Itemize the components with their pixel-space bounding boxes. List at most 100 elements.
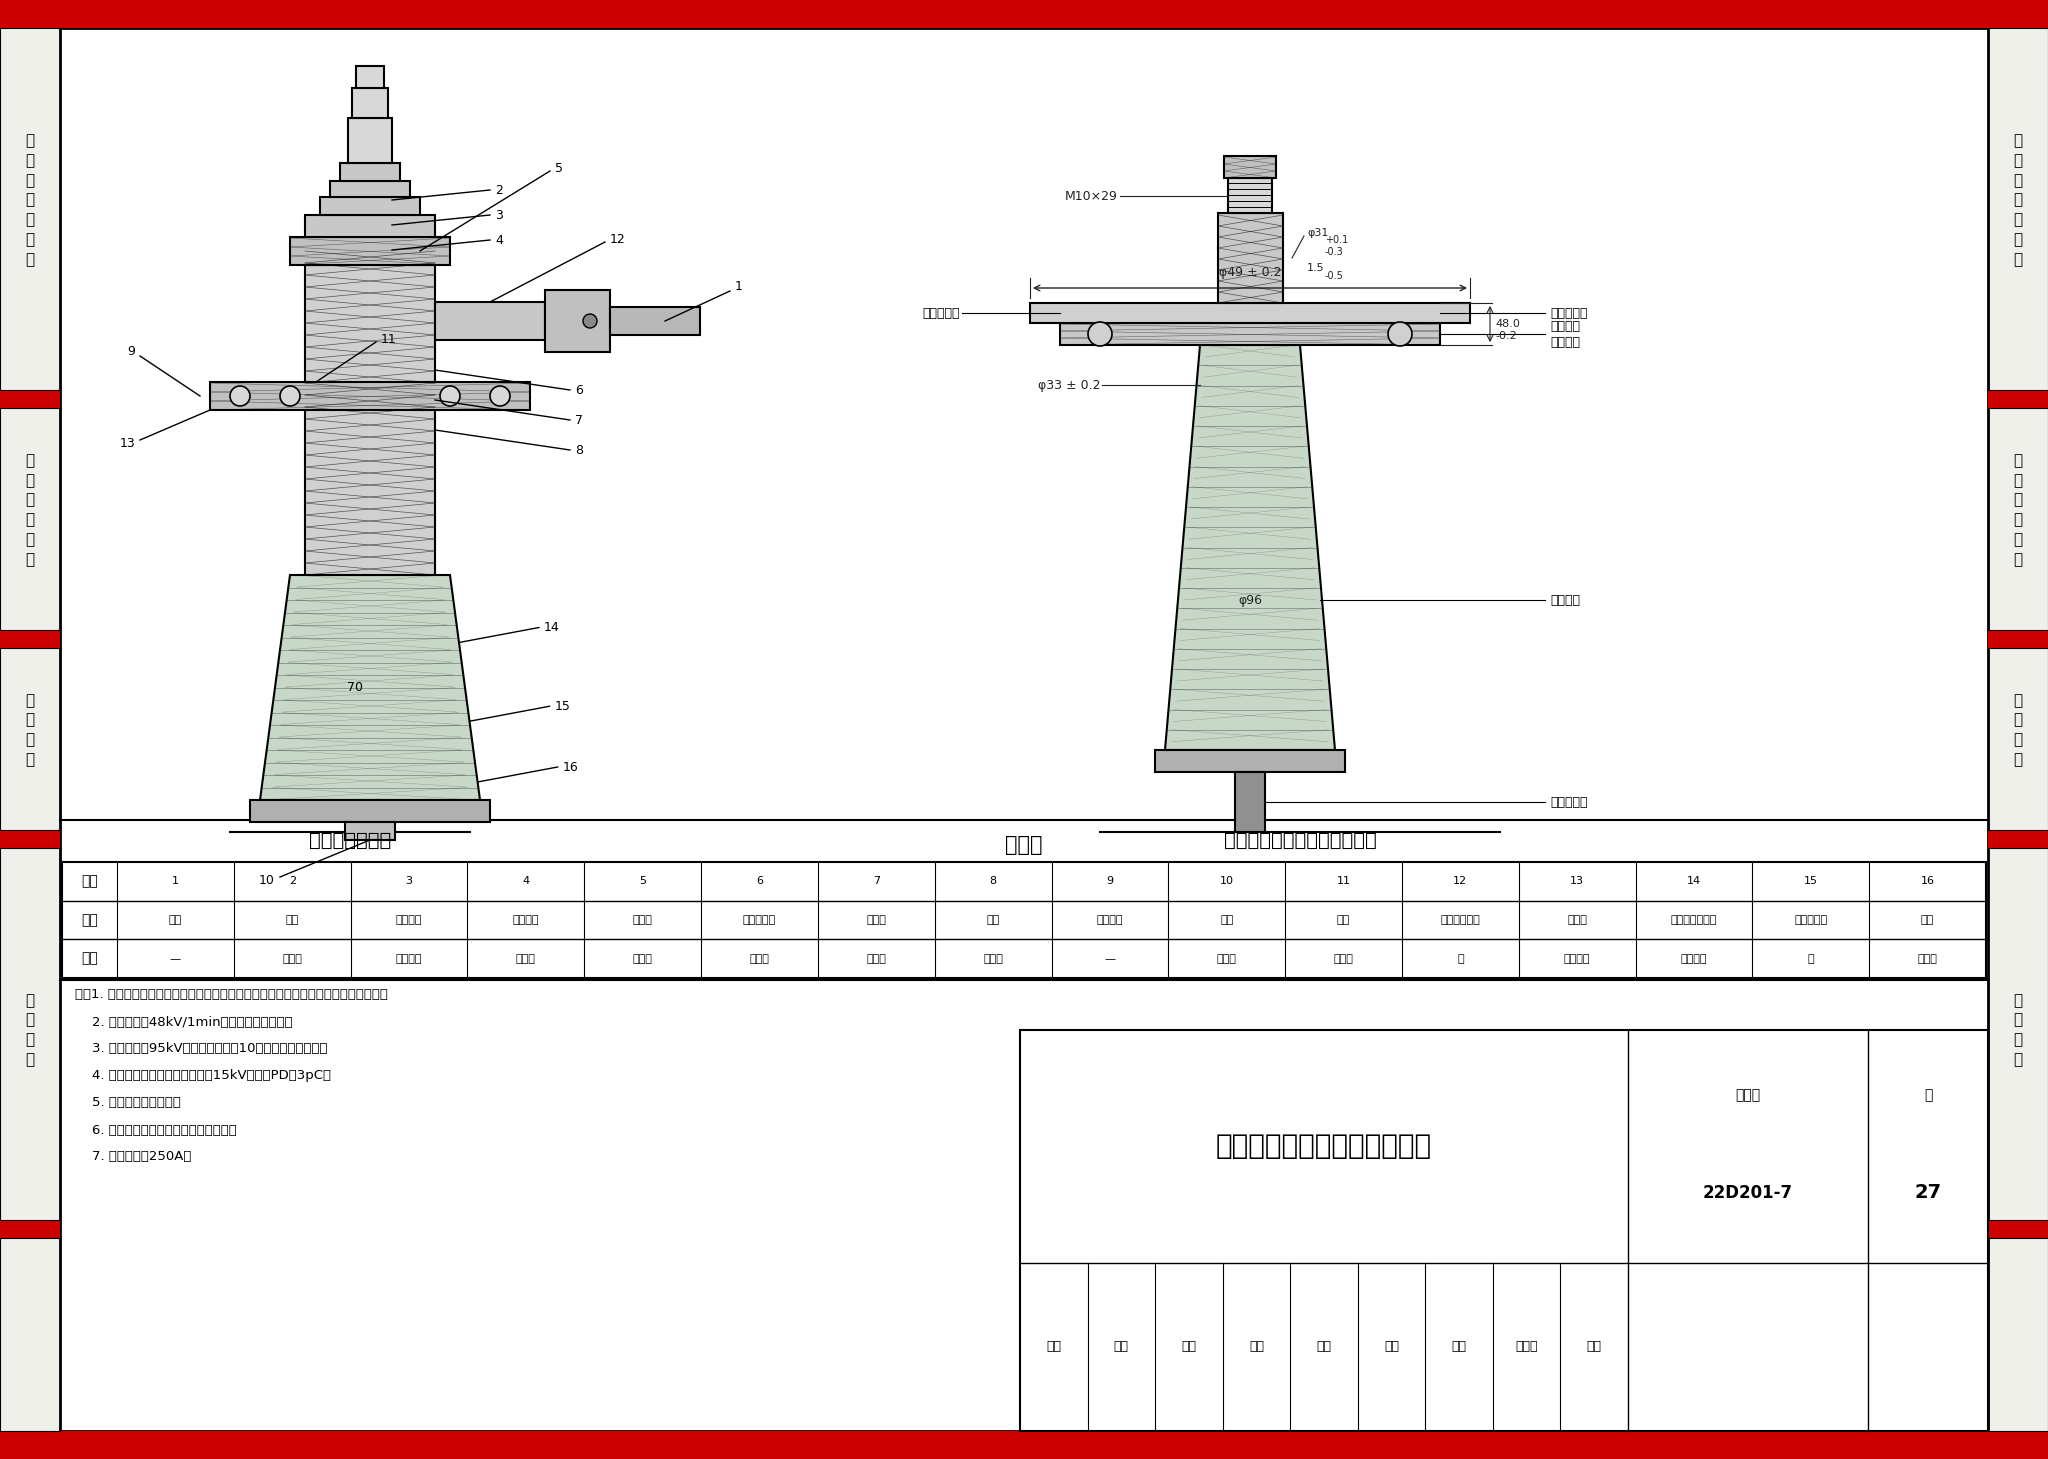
Bar [1989, 630, 2048, 648]
Text: 弹簧垫: 弹簧垫 [866, 915, 887, 925]
Bar [434, 302, 545, 340]
Text: 不锈钢: 不锈钢 [750, 954, 770, 963]
Text: 平: 平 [2013, 452, 2023, 468]
Text: 安: 安 [25, 193, 35, 207]
Text: 不锈钢: 不锈钢 [516, 954, 537, 963]
Text: 计: 计 [2013, 153, 2023, 168]
Text: 材料: 材料 [82, 951, 98, 966]
Bar [0, 1220, 59, 1239]
Text: φ33 ± 0.2: φ33 ± 0.2 [1038, 378, 1100, 391]
Text: 5. 采用压板方式安装。: 5. 采用压板方式安装。 [76, 1097, 180, 1109]
Bar [61, 862, 1987, 978]
Text: 设: 设 [2013, 133, 2023, 149]
Text: 设计: 设计 [1452, 1341, 1466, 1354]
Bar [0, 409, 59, 630]
Bar [352, 88, 387, 118]
Text: 详: 详 [2013, 533, 2023, 547]
Text: 5: 5 [639, 877, 647, 886]
Text: 9: 9 [127, 344, 135, 357]
Text: 与: 与 [2013, 172, 2023, 188]
Text: 陈珠: 陈珠 [1182, 1341, 1196, 1354]
Bar [305, 266, 434, 575]
Text: 9: 9 [1106, 877, 1114, 886]
Text: 环氧树脂: 环氧树脂 [1681, 954, 1708, 963]
Bar [0, 1431, 2048, 1459]
Text: 装: 装 [2013, 213, 2023, 228]
Text: 6. 变压器壳体与套管之间需可靠密封。: 6. 变压器壳体与套管之间需可靠密封。 [76, 1123, 238, 1137]
Bar [0, 848, 59, 1220]
Text: 注：1. 此图适用于高压出线柜与变压器高压侧通过外锥型高压电缆连接器连接的做法。: 注：1. 此图适用于高压出线柜与变压器高压侧通过外锥型高压电缆连接器连接的做法。 [76, 989, 387, 1001]
Text: 统: 统 [2013, 753, 2023, 767]
Text: 护帽: 护帽 [285, 915, 299, 925]
Text: 5: 5 [555, 162, 563, 175]
Bar [0, 648, 59, 830]
Text: 4: 4 [496, 233, 504, 247]
Text: 8: 8 [989, 877, 997, 886]
Text: 变压器高压套管: 变压器高压套管 [1671, 915, 1716, 925]
Bar [1061, 322, 1440, 344]
Text: 连接端子: 连接端子 [1096, 915, 1122, 925]
Text: 印船: 印船 [1384, 1341, 1399, 1354]
Bar [0, 0, 2048, 28]
Bar [0, 630, 59, 648]
Bar [305, 214, 434, 236]
Text: 不锈钢: 不锈钢 [1917, 954, 1937, 963]
Bar [291, 236, 451, 266]
Text: 14: 14 [1688, 877, 1702, 886]
Bar [0, 390, 59, 409]
Bar [0, 28, 59, 390]
Text: 10: 10 [260, 874, 274, 887]
Text: 图集号: 图集号 [1735, 1088, 1761, 1102]
Circle shape [1087, 322, 1112, 346]
Text: 戚详: 戚详 [1587, 1341, 1602, 1354]
Text: 螺杆: 螺杆 [1221, 915, 1233, 925]
Bar [1235, 772, 1266, 832]
Text: 设: 设 [25, 133, 35, 149]
Text: 校对: 校对 [1249, 1341, 1264, 1354]
Text: 硅橡胶: 硅橡胶 [283, 954, 303, 963]
Bar [1989, 28, 2048, 1431]
Text: 1: 1 [172, 877, 178, 886]
Text: 连接器接地线: 连接器接地线 [1440, 915, 1481, 925]
Bar [1225, 156, 1276, 178]
Text: φ96: φ96 [1237, 594, 1262, 607]
Text: 插拔头: 插拔头 [633, 915, 653, 925]
Text: 面: 面 [25, 473, 35, 487]
Text: 名称: 名称 [82, 913, 98, 926]
Text: 套: 套 [25, 1013, 35, 1027]
Text: 配: 配 [2013, 992, 2023, 1008]
Text: 11: 11 [1337, 877, 1350, 886]
Bar [1989, 409, 2048, 630]
Text: 不锈钢: 不锈钢 [866, 954, 887, 963]
Bar [250, 800, 489, 821]
Text: 2: 2 [289, 877, 295, 886]
Text: 装: 装 [25, 213, 35, 228]
Bar [1989, 390, 2048, 409]
Text: 7: 7 [872, 877, 881, 886]
Text: 外锥型高压电缆连接器尺寸图: 外锥型高压电缆连接器尺寸图 [1223, 830, 1376, 849]
Text: 3: 3 [496, 209, 504, 222]
Text: -0.2: -0.2 [1495, 331, 1518, 341]
Text: 、: 、 [25, 512, 35, 527]
Text: 不锈钢: 不锈钢 [983, 954, 1004, 963]
Bar [1020, 1030, 1989, 1431]
Bar [0, 28, 59, 1431]
Polygon shape [260, 575, 479, 800]
Text: 3: 3 [406, 877, 412, 886]
Text: 施: 施 [25, 1052, 35, 1067]
Bar [340, 163, 399, 181]
Text: 图: 图 [25, 493, 35, 508]
Text: 外六角螺母: 外六角螺母 [743, 915, 776, 925]
Text: 15: 15 [1804, 877, 1819, 886]
Text: 变压器导体: 变压器导体 [1550, 795, 1587, 808]
Bar [1989, 848, 2048, 1220]
Text: 7. 最大电流：250A。: 7. 最大电流：250A。 [76, 1151, 190, 1163]
Text: 8: 8 [575, 444, 584, 457]
Text: 环氧树脂: 环氧树脂 [395, 954, 422, 963]
Text: 6: 6 [575, 384, 584, 397]
Text: 变压器壳体: 变压器壳体 [1550, 306, 1587, 320]
Text: 配: 配 [25, 992, 35, 1008]
Text: 图: 图 [2013, 493, 2023, 508]
Text: 16: 16 [1921, 877, 1935, 886]
Bar [1219, 213, 1282, 303]
